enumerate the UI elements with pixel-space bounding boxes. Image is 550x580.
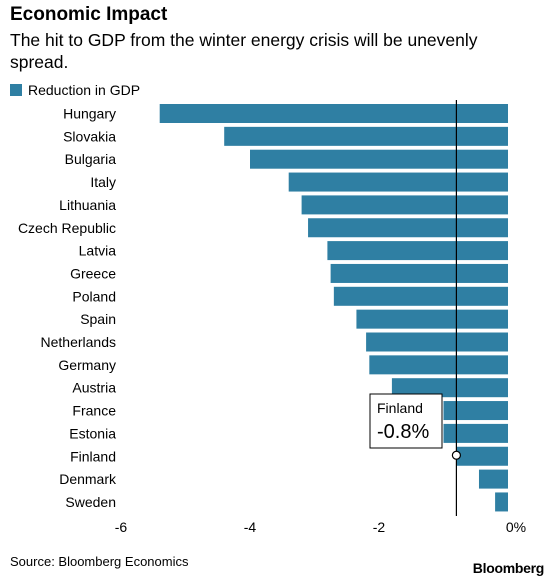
bar-greece xyxy=(330,263,508,283)
bar-italy xyxy=(288,172,508,192)
category-label: Spain xyxy=(80,311,116,327)
bar-denmark xyxy=(478,469,508,489)
category-labels: Hungary Slovakia Bulgaria Italy Lithuania Cze… xyxy=(18,106,117,510)
category-label: Bulgaria xyxy=(65,151,117,167)
bar-france xyxy=(443,401,508,421)
x-axis-ticks: -6 -4 -2 0% xyxy=(115,519,526,535)
category-label: Italy xyxy=(90,174,116,190)
category-label: Czech Republic xyxy=(18,220,116,236)
x-tick-label: -2 xyxy=(373,519,386,535)
legend-label: Reduction in GDP xyxy=(28,82,141,98)
bar-spain xyxy=(356,309,508,329)
annotation-label: Finland xyxy=(377,400,423,416)
bar-latvia xyxy=(327,241,508,261)
category-label: Poland xyxy=(72,288,116,304)
source-note: Source: Bloomberg Economics xyxy=(10,554,189,569)
bar-poland xyxy=(333,286,508,306)
category-label: Latvia xyxy=(79,243,117,259)
chart-subtitle: The hit to GDP from the winter energy cr… xyxy=(10,30,478,72)
category-label: Germany xyxy=(58,357,116,373)
legend-swatch xyxy=(10,84,22,96)
bar-bulgaria xyxy=(250,149,508,169)
category-label: Finland xyxy=(70,448,116,464)
category-label: Estonia xyxy=(69,425,116,441)
category-label: Sweden xyxy=(65,494,116,510)
category-label: Slovakia xyxy=(63,128,116,144)
annotation-value: -0.8% xyxy=(377,421,429,443)
x-tick-label: -4 xyxy=(244,519,257,535)
annotation-marker xyxy=(451,450,461,460)
legend: Reduction in GDP xyxy=(10,82,140,98)
bar-estonia xyxy=(443,423,508,443)
chart-title: Economic Impact xyxy=(10,4,168,25)
bar-lithuania xyxy=(301,195,508,215)
brand-logo: Bloomberg xyxy=(472,560,545,576)
category-label: Greece xyxy=(70,265,116,281)
x-tick-label: -6 xyxy=(115,519,128,535)
bars-group xyxy=(159,104,508,512)
category-label: Netherlands xyxy=(41,334,117,350)
bar-slovakia xyxy=(224,126,508,146)
bar-netherlands xyxy=(366,332,508,352)
category-label: Denmark xyxy=(59,471,117,487)
category-label: Austria xyxy=(72,380,116,396)
x-tick-label: 0% xyxy=(506,519,526,535)
bar-germany xyxy=(369,355,508,375)
category-label: Hungary xyxy=(63,106,116,122)
bar-sweden xyxy=(495,492,508,512)
bar-austria xyxy=(391,378,508,398)
bar-czech-republic xyxy=(308,218,508,238)
reference-line-group: Finland -0.8% xyxy=(369,100,461,516)
category-label: France xyxy=(72,403,116,419)
category-label: Lithuania xyxy=(59,197,116,213)
bar-hungary xyxy=(159,104,508,123)
bar-finland xyxy=(456,446,508,466)
annotation-box xyxy=(369,393,443,449)
